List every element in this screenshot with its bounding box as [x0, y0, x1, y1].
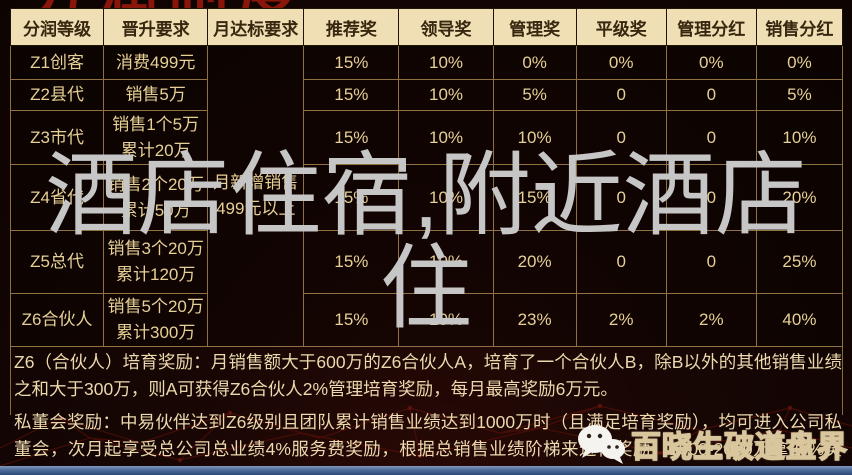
- bottom-blue-bar: [0, 466, 852, 475]
- plexus-background: [0, 403, 852, 467]
- col-header-management-dividend: 管理分红: [665, 8, 757, 46]
- wechat-icon: [578, 425, 625, 464]
- value-cell: 10%: [492, 110, 577, 165]
- level-cell: Z6合伙人: [9, 293, 105, 347]
- value-cell: 2%: [575, 293, 667, 347]
- value-cell: 0%: [575, 45, 667, 80]
- value-cell: 15%: [492, 164, 577, 231]
- promotion-line: 消费499元: [115, 52, 196, 72]
- value-cell: 0: [575, 79, 667, 111]
- value-cell: 15%: [303, 110, 400, 165]
- value-cell: 0: [665, 110, 757, 165]
- value-cell: 20%: [492, 230, 577, 294]
- value-cell: 0%: [755, 45, 844, 80]
- level-cell: Z3市代: [9, 110, 105, 165]
- value-cell: 10%: [398, 164, 494, 231]
- value-cell: 10%: [398, 79, 494, 111]
- value-cell: 15%: [303, 230, 400, 294]
- value-cell: 10%: [398, 293, 494, 347]
- value-cell: 0: [575, 230, 667, 294]
- value-cell: 5%: [492, 79, 577, 111]
- col-header-peer-bonus: 平级奖: [575, 8, 667, 46]
- promotion-line: 累计120万: [115, 265, 196, 284]
- promotion-line: 销售1个5万: [112, 114, 200, 134]
- promotion-line: 销售5个20万: [107, 297, 204, 316]
- note-cultivation-reward: Z6（合伙人）培育奖励：月销售额大于600万的Z6合伙人A，培育了一个合伙人B，…: [14, 352, 842, 399]
- col-header-monthly-req: 月达标要求: [207, 8, 305, 46]
- monthly-req-line: 499元以上: [216, 199, 296, 218]
- level-cell: Z1创客: [9, 45, 105, 80]
- value-cell: 0: [665, 230, 757, 294]
- value-cell: 15%: [303, 79, 400, 111]
- level-cell: Z4省代: [9, 164, 105, 231]
- col-header-sales-dividend: 销售分红: [755, 8, 844, 46]
- value-cell: 0: [665, 79, 757, 111]
- col-header-profit-level: 分润等级: [9, 8, 105, 46]
- level-cell: Z5总代: [9, 230, 105, 294]
- col-header-leadership-bonus: 领导奖: [398, 8, 494, 46]
- commission-table: 分润等级 晋升要求 月达标要求 推荐奖 领导奖 管理奖 平级奖 管理分红 销售分…: [9, 8, 844, 347]
- value-cell: 2%: [665, 293, 757, 347]
- table-row: Z5总代 销售3个20万 累计120万 15% 10% 20% 0 0 25%: [9, 230, 844, 294]
- table-row: Z1创客 消费499元 月新增销售 499元以上 15% 10% 0% 0% 0…: [9, 45, 844, 347]
- value-cell: 10%: [398, 230, 494, 294]
- value-cell: 23%: [492, 293, 577, 347]
- monthly-req-cell: 月新增销售 499元以上: [207, 45, 305, 347]
- promotion-cell: 销售5个20万 累计300万: [103, 293, 209, 347]
- value-cell: 15%: [303, 45, 400, 80]
- value-cell: 0: [575, 110, 667, 165]
- promotion-line: 累计50万: [120, 200, 191, 220]
- value-cell: 25%: [755, 230, 844, 294]
- promotion-line: 销售5万: [125, 85, 186, 104]
- promotion-cell: 销售2个20万 累计50万: [103, 164, 209, 231]
- value-cell: 0: [665, 164, 757, 231]
- col-header-referral-bonus: 推荐奖: [303, 8, 400, 46]
- value-cell: 10%: [755, 110, 844, 165]
- value-cell: 15%: [303, 293, 400, 347]
- header-row: 分润等级 晋升要求 月达标要求 推荐奖 领导奖 管理奖 平级奖 管理分红 销售分…: [9, 8, 844, 46]
- table-row: Z4省代 销售2个20万 累计50万 15% 10% 15% 0 0 20%: [9, 164, 844, 231]
- promotion-line: 累计20万: [120, 140, 191, 160]
- value-cell: 10%: [398, 110, 494, 165]
- top-title-clipped: 分润制度: [28, 0, 448, 8]
- promotion-cell: 销售1个5万 累计20万: [103, 110, 209, 165]
- table-row: Z6合伙人 销售5个20万 累计300万 15% 10% 23% 2% 2% 4…: [9, 293, 844, 347]
- value-cell: 15%: [303, 164, 400, 231]
- monthly-req-line: 月新增销售: [213, 173, 299, 192]
- promotion-cell: 消费499元: [103, 45, 209, 80]
- corner-watermark: 百晓生破道盘界: [573, 421, 848, 467]
- table-row: Z2县代 销售5万 15% 10% 5% 0 0 5%: [9, 79, 844, 111]
- col-header-promotion-req: 晋升要求: [103, 8, 209, 46]
- corner-watermark-text: 百晓生破道盘界: [630, 430, 848, 465]
- top-title-text: 分润制度: [28, 0, 448, 8]
- value-cell: 0%: [492, 45, 577, 80]
- value-cell: 40%: [755, 293, 844, 347]
- promotion-cell: 销售3个20万 累计120万: [103, 230, 209, 294]
- promotion-line: 销售2个20万: [107, 174, 204, 194]
- value-cell: 20%: [755, 164, 844, 231]
- table-row: Z3市代 销售1个5万 累计20万 15% 10% 10% 0 0 10%: [9, 110, 844, 165]
- promotion-line: 销售3个20万: [107, 239, 204, 258]
- value-cell: 0%: [665, 45, 757, 80]
- value-cell: 10%: [398, 45, 494, 80]
- promotion-line: 累计300万: [115, 323, 196, 342]
- value-cell: 0: [575, 164, 667, 231]
- col-header-management-bonus: 管理奖: [492, 8, 577, 46]
- promotion-cell: 销售5万: [103, 79, 209, 111]
- level-cell: Z2县代: [9, 79, 105, 111]
- value-cell: 5%: [755, 79, 844, 111]
